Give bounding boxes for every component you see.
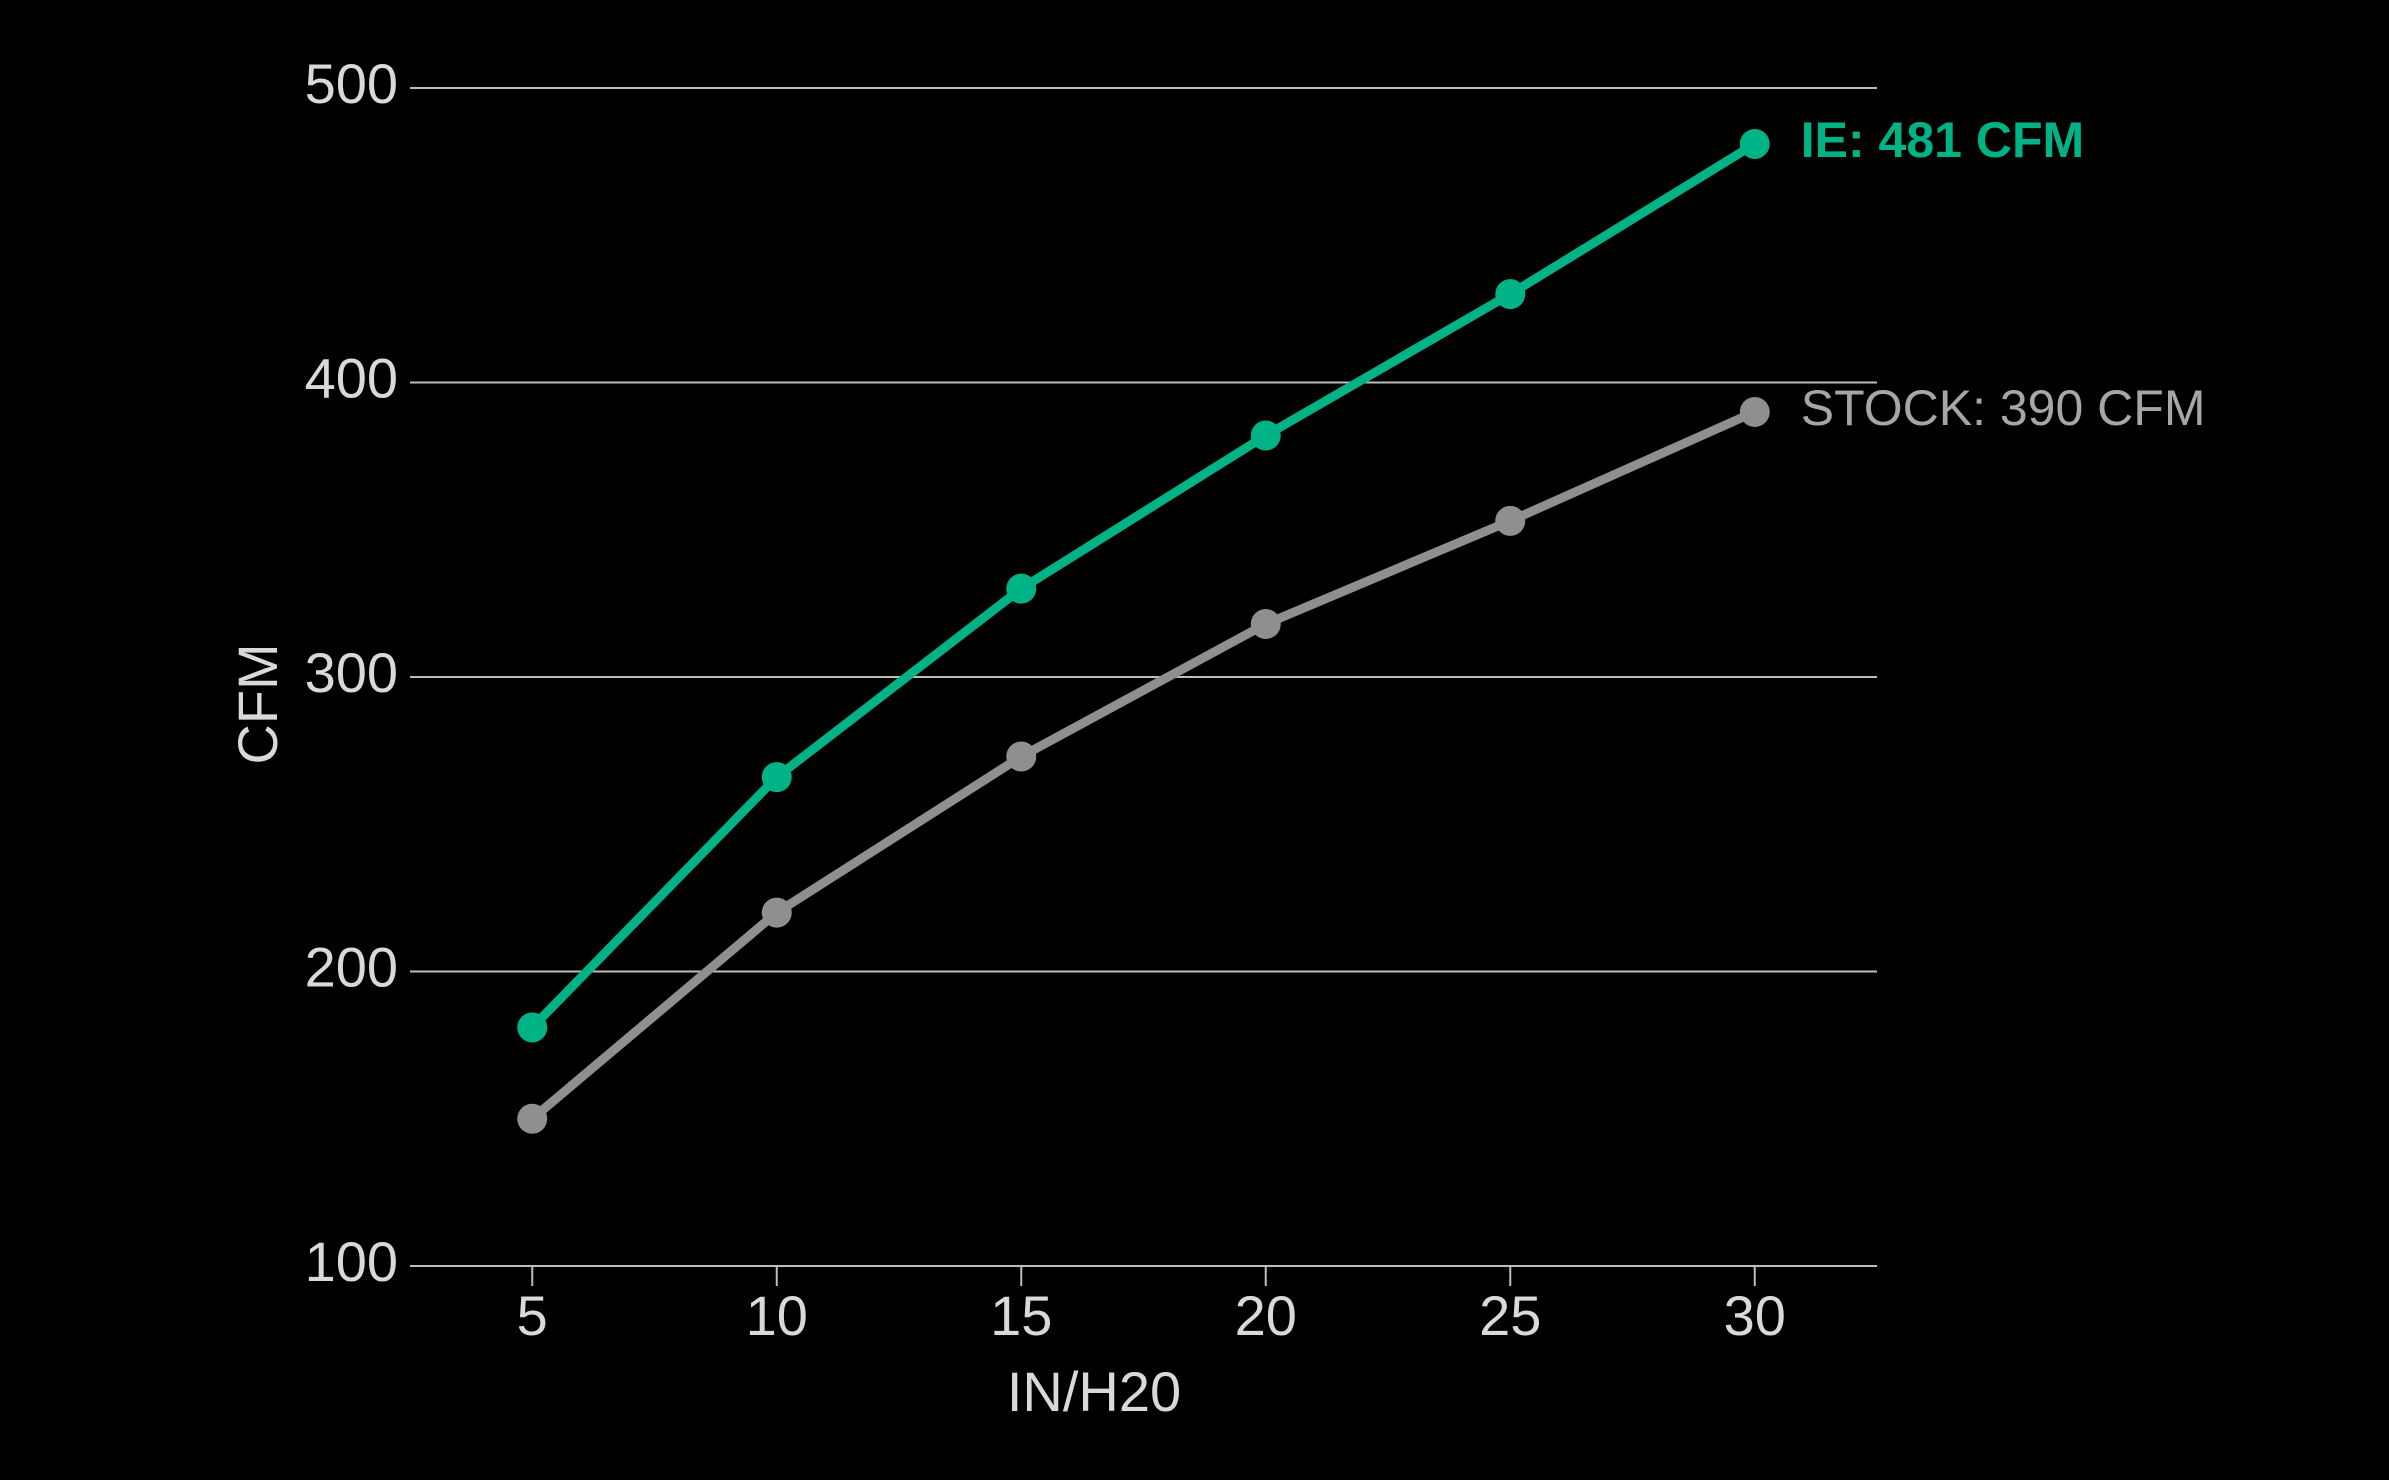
x-tick-label: 5 — [517, 1284, 548, 1347]
series-end-label: IE: 481 CFM — [1801, 112, 2084, 168]
series-line — [529, 140, 1758, 1031]
data-point — [1250, 420, 1281, 451]
data-point — [761, 897, 792, 928]
data-point — [517, 1103, 548, 1134]
data-point — [1006, 741, 1037, 772]
x-tick-label: 10 — [746, 1284, 808, 1347]
y-tick-label: 500 — [305, 52, 398, 115]
data-point — [1739, 396, 1770, 427]
data-point — [1495, 505, 1526, 536]
y-tick-label: 200 — [305, 935, 398, 998]
x-axis-label: IN/H20 — [1007, 1360, 1181, 1423]
x-tick-label: 20 — [1235, 1284, 1297, 1347]
y-tick-label: 300 — [305, 641, 398, 704]
data-point — [761, 762, 792, 793]
series-line — [529, 407, 1757, 1123]
x-tick-label: 25 — [1479, 1284, 1541, 1347]
x-tick-label: 30 — [1724, 1284, 1786, 1347]
y-tick-label: 400 — [305, 346, 398, 409]
y-axis-label: CFM — [226, 643, 289, 764]
data-point — [1250, 608, 1281, 639]
data-point — [1006, 573, 1037, 604]
data-point — [1495, 279, 1526, 310]
data-point — [1739, 128, 1770, 159]
data-point — [517, 1012, 548, 1043]
series-end-label: STOCK: 390 CFM — [1801, 380, 2206, 436]
y-tick-label: 100 — [305, 1230, 398, 1293]
x-tick-label: 15 — [990, 1284, 1052, 1347]
